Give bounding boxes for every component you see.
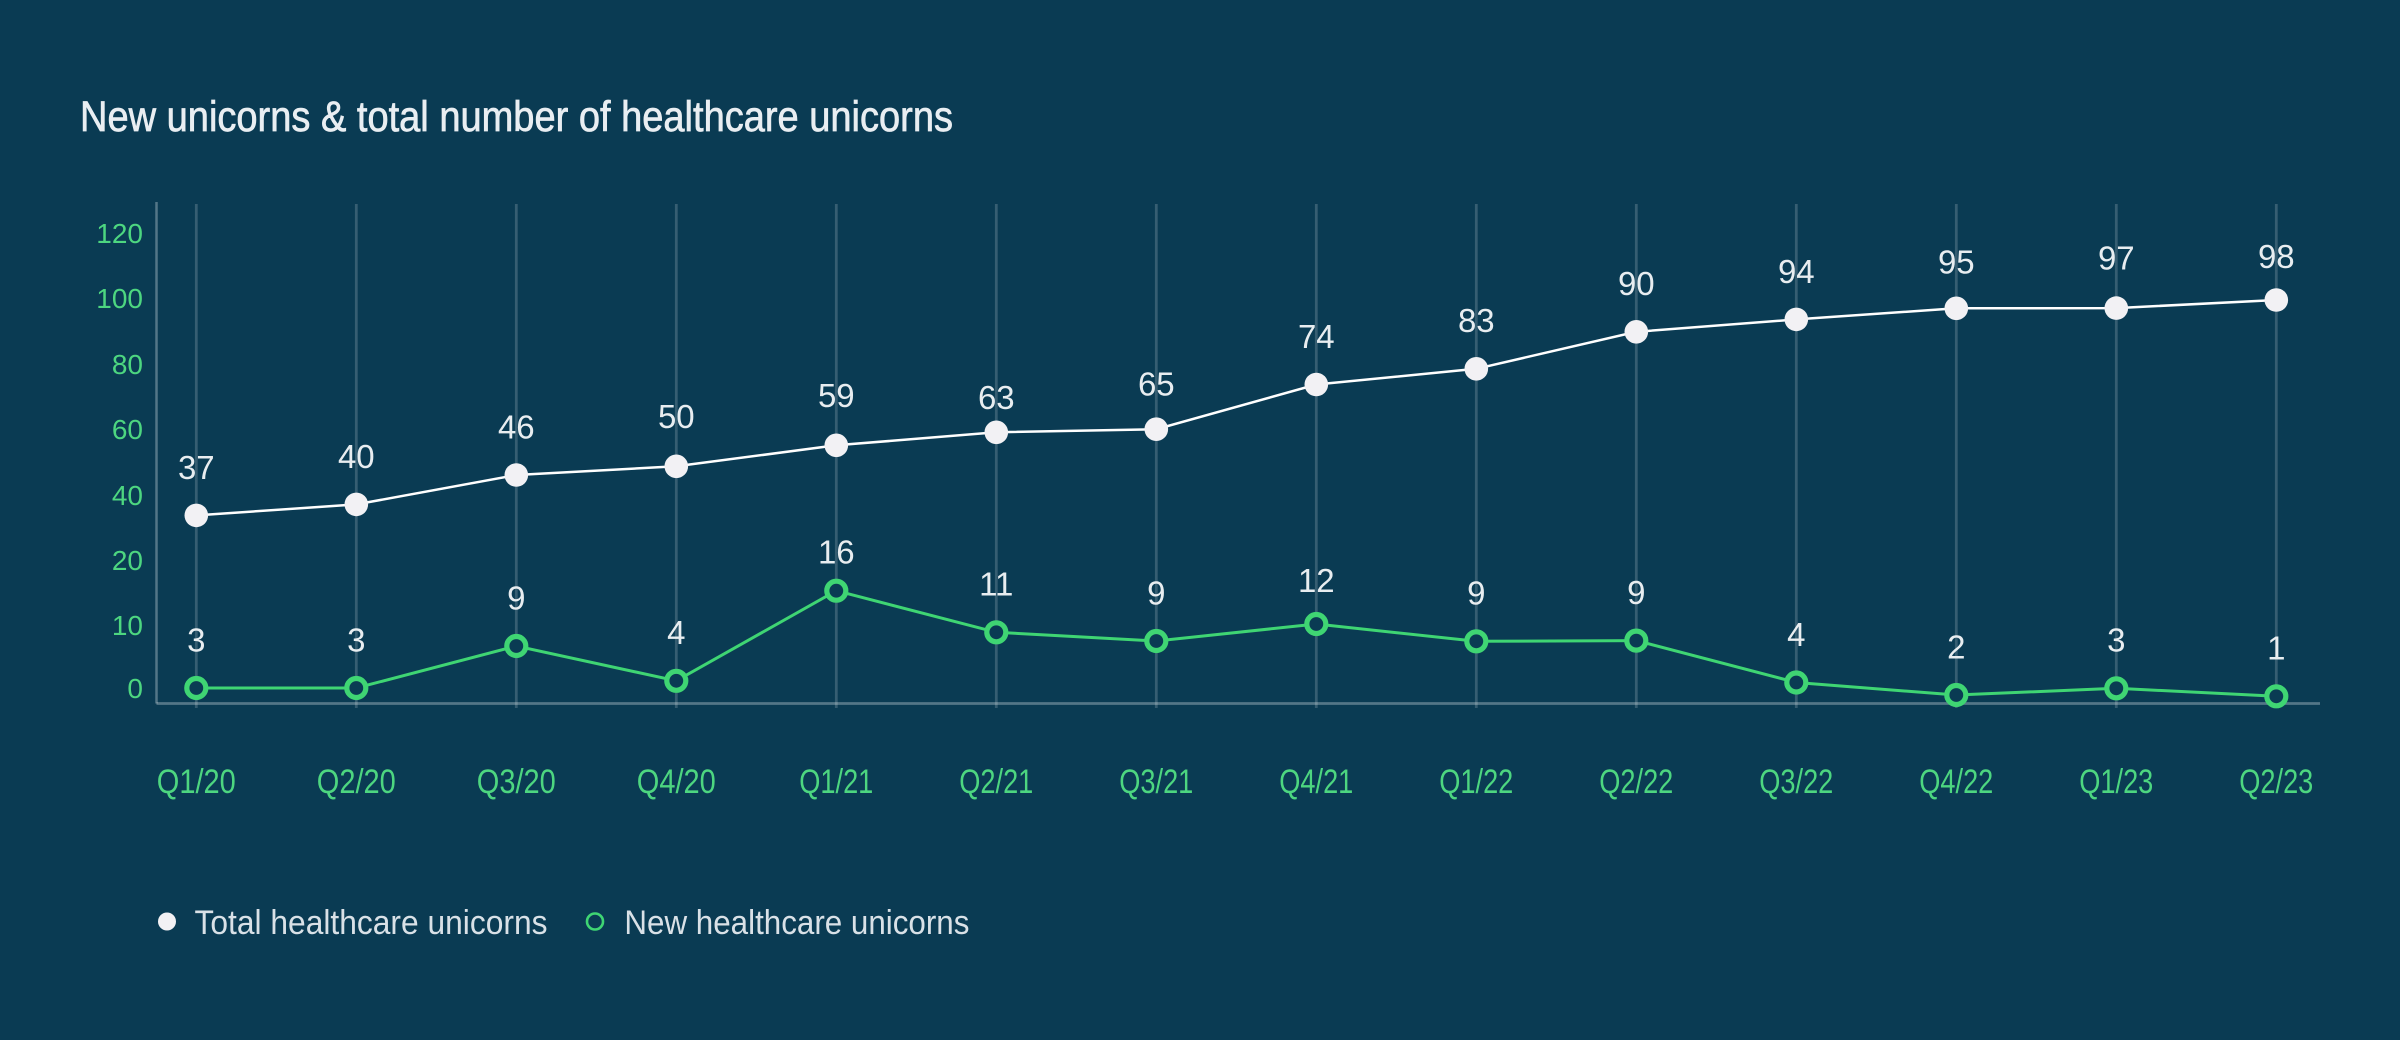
svg-text:Q1/22: Q1/22 xyxy=(1439,763,1513,801)
svg-text:100: 100 xyxy=(96,283,143,314)
svg-text:9: 9 xyxy=(1467,575,1485,612)
svg-text:Q2/22: Q2/22 xyxy=(1599,763,1673,801)
svg-text:94: 94 xyxy=(1778,253,1815,290)
svg-text:Q3/22: Q3/22 xyxy=(1759,763,1833,801)
svg-text:120: 120 xyxy=(96,218,143,249)
svg-text:Q4/21: Q4/21 xyxy=(1279,763,1353,801)
svg-text:9: 9 xyxy=(1147,574,1165,611)
svg-text:74: 74 xyxy=(1298,318,1335,355)
svg-text:9: 9 xyxy=(507,579,525,616)
svg-text:63: 63 xyxy=(978,379,1015,416)
svg-text:3: 3 xyxy=(187,621,205,658)
svg-text:Q1/23: Q1/23 xyxy=(2079,763,2153,801)
svg-text:Q2/23: Q2/23 xyxy=(2239,763,2313,801)
svg-text:83: 83 xyxy=(1458,302,1495,339)
svg-text:2: 2 xyxy=(1947,628,1965,665)
svg-text:4: 4 xyxy=(667,614,685,651)
svg-text:12: 12 xyxy=(1298,562,1335,599)
svg-text:40: 40 xyxy=(112,480,143,511)
svg-text:97: 97 xyxy=(2098,239,2135,276)
svg-text:40: 40 xyxy=(338,438,375,475)
svg-text:95: 95 xyxy=(1938,243,1975,280)
svg-text:46: 46 xyxy=(498,408,535,445)
svg-text:4: 4 xyxy=(1787,616,1805,653)
svg-text:98: 98 xyxy=(2258,238,2295,275)
svg-text:Q1/20: Q1/20 xyxy=(157,763,236,801)
svg-text:90: 90 xyxy=(1618,265,1655,302)
svg-text:11: 11 xyxy=(979,566,1013,603)
svg-text:65: 65 xyxy=(1138,365,1175,402)
svg-text:50: 50 xyxy=(658,398,695,435)
svg-text:9: 9 xyxy=(1627,574,1645,611)
svg-text:20: 20 xyxy=(112,545,143,576)
svg-text:80: 80 xyxy=(112,349,143,380)
svg-text:37: 37 xyxy=(178,449,215,486)
svg-text:3: 3 xyxy=(347,621,365,658)
svg-text:New unicorns & total number of: New unicorns & total number of healthcar… xyxy=(80,93,953,141)
svg-text:60: 60 xyxy=(112,414,143,445)
svg-text:Q1/21: Q1/21 xyxy=(799,763,873,801)
svg-text:Q3/21: Q3/21 xyxy=(1119,763,1193,801)
svg-text:0: 0 xyxy=(127,673,143,704)
svg-text:16: 16 xyxy=(818,534,855,571)
svg-text:Q4/22: Q4/22 xyxy=(1919,763,1993,801)
svg-text:3: 3 xyxy=(2107,622,2125,659)
svg-text:Q4/20: Q4/20 xyxy=(637,763,716,801)
svg-text:Q3/20: Q3/20 xyxy=(477,763,556,801)
svg-text:10: 10 xyxy=(112,610,143,641)
svg-text:Q2/20: Q2/20 xyxy=(317,763,396,801)
svg-text:New healthcare unicorns: New healthcare unicorns xyxy=(624,904,969,942)
svg-text:1: 1 xyxy=(2267,630,2285,667)
svg-text:59: 59 xyxy=(818,377,855,414)
svg-text:Total healthcare unicorns: Total healthcare unicorns xyxy=(195,904,548,942)
svg-text:Q2/21: Q2/21 xyxy=(959,763,1033,801)
